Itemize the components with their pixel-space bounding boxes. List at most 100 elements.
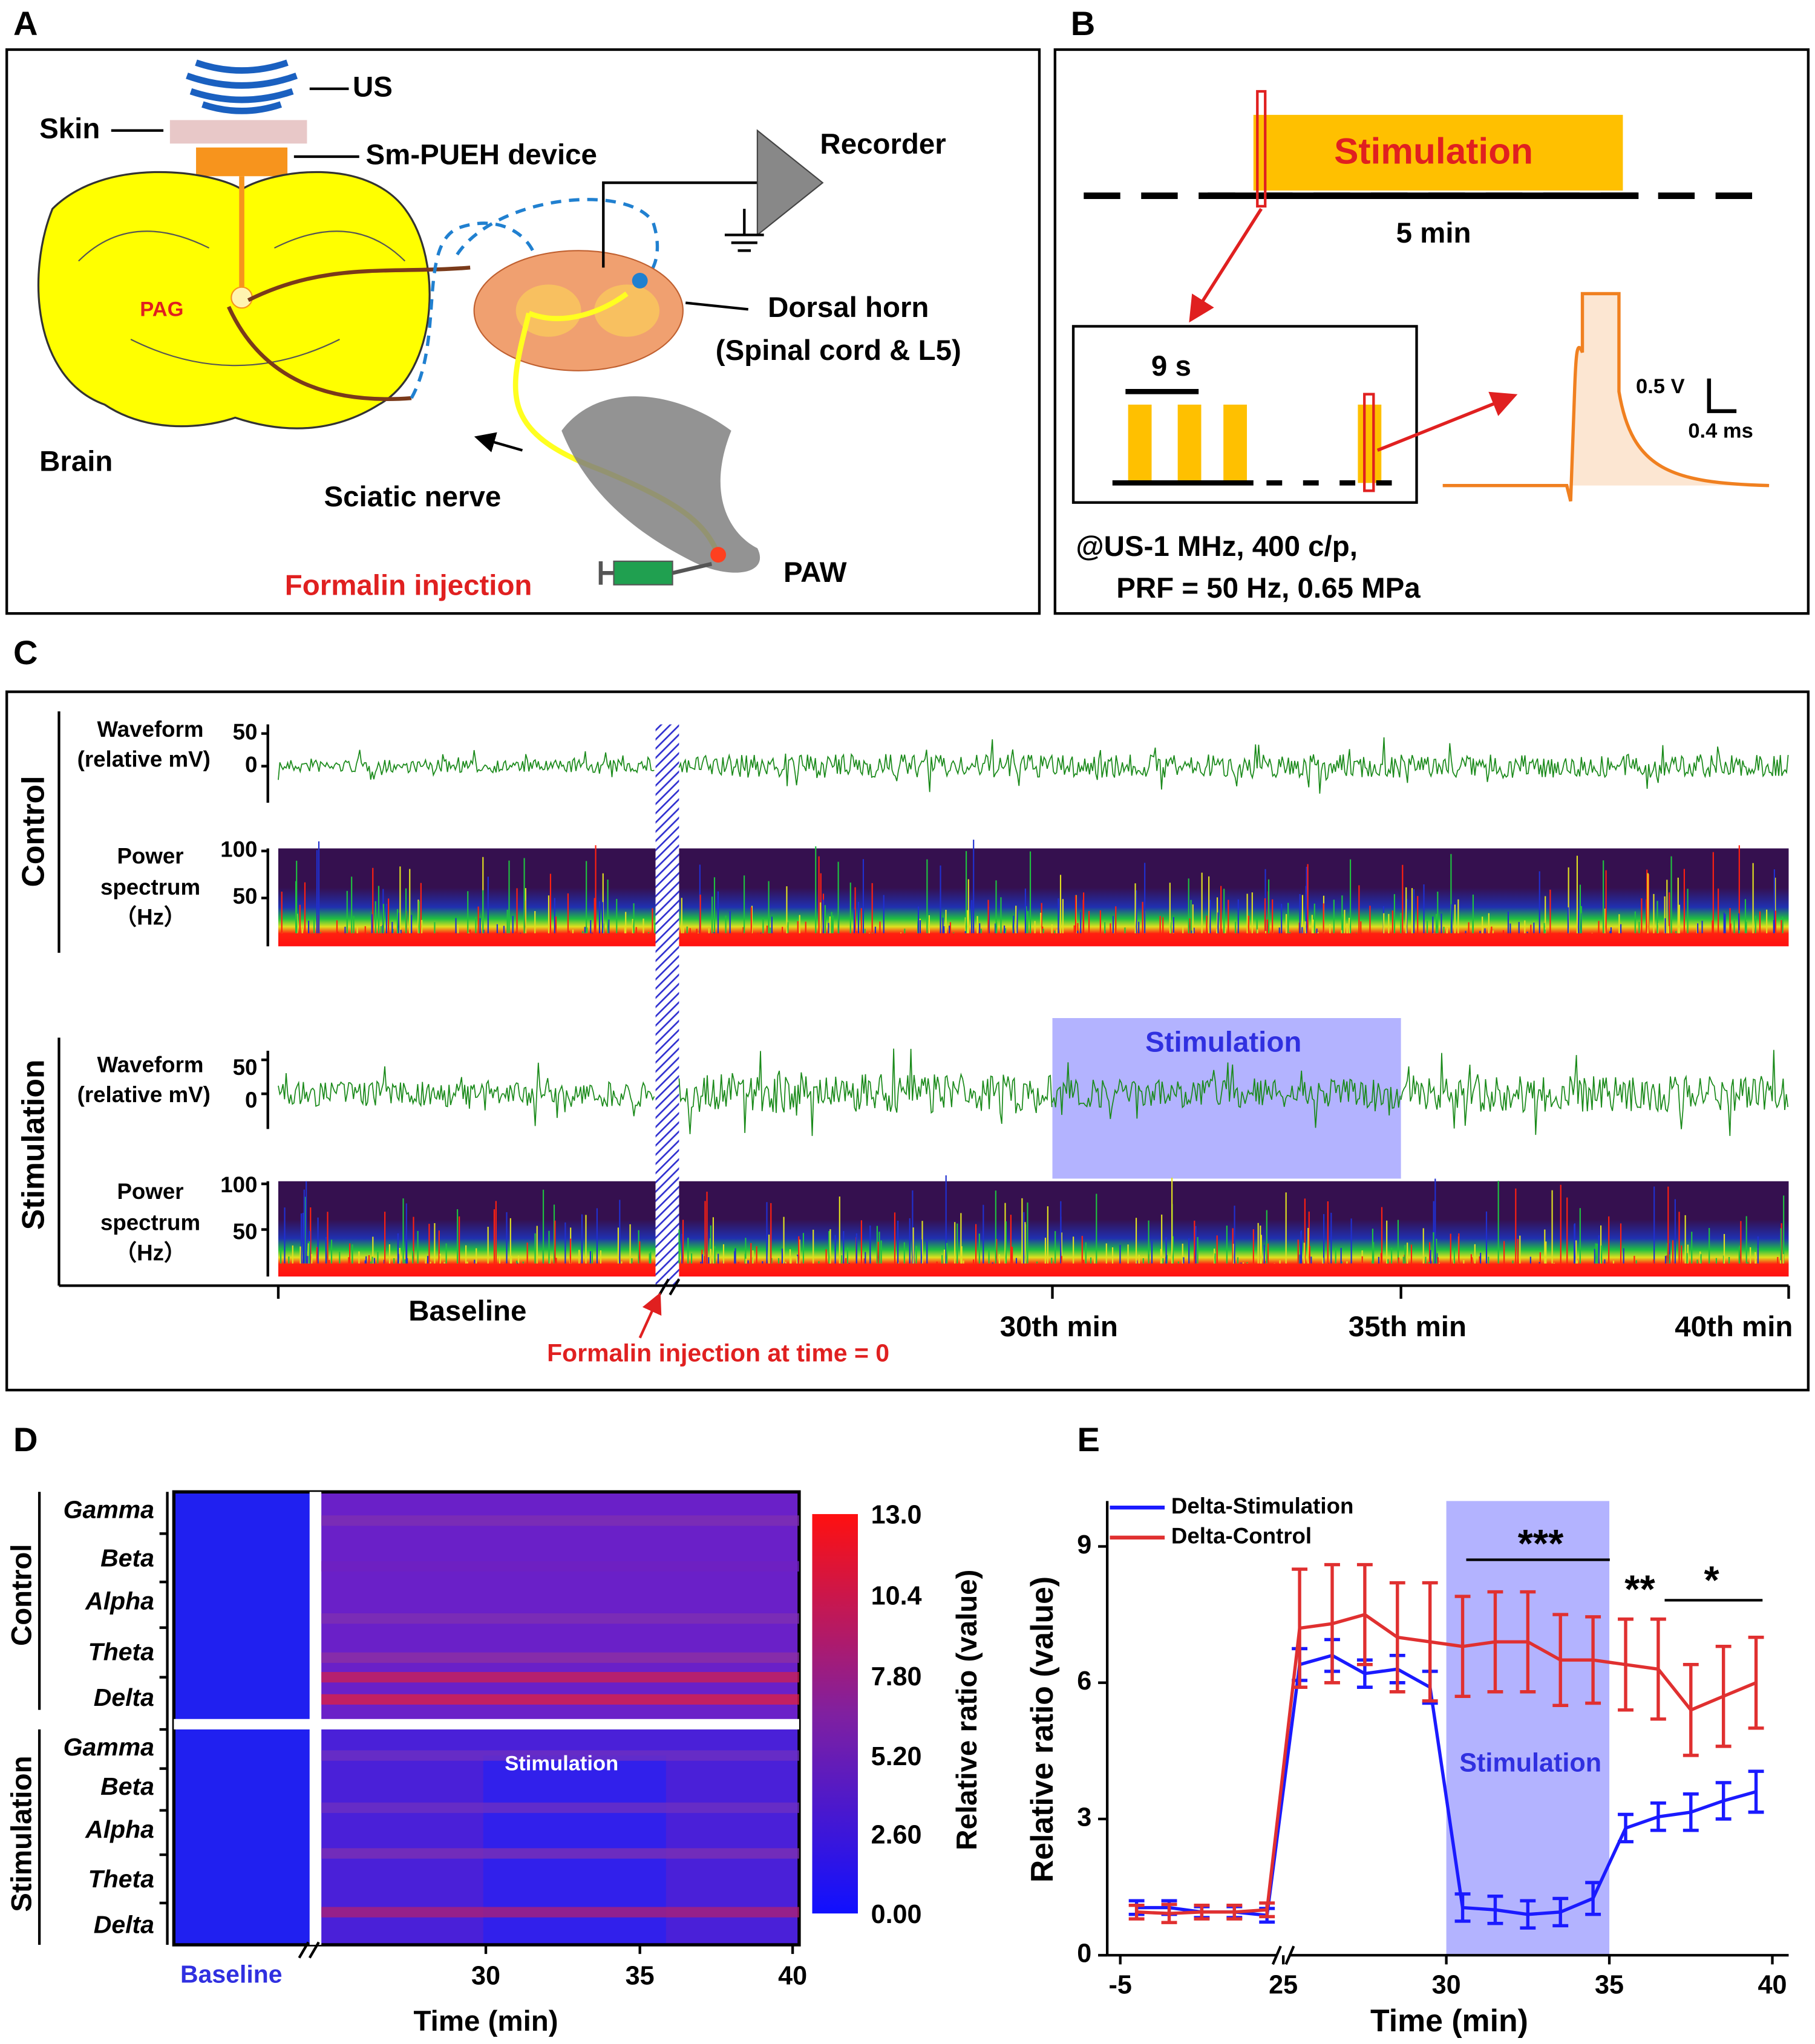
label: PAG [140, 298, 183, 321]
colorbar-tick: 10.4 [871, 1581, 922, 1610]
band-label: Gamma [64, 1495, 154, 1523]
heatmap-stripe [321, 1672, 799, 1683]
band-label: Beta [100, 1772, 154, 1800]
x-tick-label: 35 [626, 1961, 655, 1990]
series-line [1136, 1613, 1757, 1915]
label: PRF = 50 Hz, 0.65 MPa [1116, 572, 1421, 604]
panel-frame [5, 48, 1041, 615]
label: Dorsal horn [768, 292, 929, 324]
label: Baseline [408, 1295, 526, 1327]
label: Relative ratio (value) [951, 1570, 983, 1850]
label: (relative mV) [77, 747, 211, 772]
y-tick-label: 6 [1077, 1667, 1091, 1696]
colorbar-tick: 2.60 [871, 1820, 922, 1849]
label: Waveform [97, 1053, 204, 1077]
error-bar [1487, 1590, 1503, 1694]
error-bar [1650, 1617, 1666, 1721]
band-label: Theta [88, 1865, 154, 1893]
label: PAW [783, 557, 847, 589]
error-bar [1683, 1663, 1699, 1757]
group-label: Control [15, 775, 50, 887]
y-tick-label: 3 [1077, 1803, 1091, 1832]
heatmap-stripe [321, 1750, 799, 1761]
waveform [678, 737, 1789, 794]
error-bar [1552, 1613, 1569, 1707]
x-tick-label: 40 [1758, 1970, 1787, 1999]
band-label: Beta [100, 1544, 154, 1572]
label: 40th min [1675, 1311, 1793, 1343]
group-label: Control [6, 1544, 38, 1646]
heatmap-stripe [321, 1848, 799, 1859]
annotation: ** [1624, 1567, 1655, 1611]
annotation: * [1704, 1558, 1720, 1602]
error-bar [1585, 1615, 1601, 1705]
label: (Spinal cord & L5) [716, 335, 961, 367]
error-bar [1618, 1812, 1634, 1844]
error-bar [1585, 1881, 1601, 1916]
waveform [278, 749, 655, 780]
annotation: *** [1518, 1521, 1564, 1566]
label: 50 [233, 884, 258, 909]
error-bar [1422, 1581, 1438, 1703]
label: B [1071, 4, 1096, 42]
label: (relative mV) [77, 1082, 211, 1107]
error-bar [1487, 1894, 1503, 1925]
label: Formalin injection [285, 570, 532, 602]
error-bar [1748, 1769, 1764, 1814]
group-label: Stimulation [15, 1059, 50, 1230]
label: Stimulation [505, 1752, 618, 1775]
label: 0 [245, 1088, 257, 1112]
error-bar [1259, 1901, 1275, 1919]
label: Sciatic nerve [324, 481, 501, 513]
label: spectrum [100, 875, 200, 900]
label: 9 s [1151, 350, 1191, 382]
legend-label: Delta-Stimulation [1171, 1494, 1354, 1518]
error-bar [1324, 1562, 1340, 1685]
label: Stimulation [1334, 131, 1533, 172]
label: 0.4 ms [1688, 419, 1753, 442]
chart-e: Stimulation 0 3 6 9 -5 25 30 35 40 Time (min) Relat… [1024, 1494, 1789, 2038]
label: Recorder [820, 128, 946, 160]
label: 50 [233, 1055, 258, 1080]
colorbar-tick: 5.20 [871, 1742, 922, 1771]
label: 30th min [1000, 1311, 1118, 1343]
panel-frame [5, 690, 1810, 1392]
label: （Hz） [114, 905, 186, 930]
diagram-b [1071, 90, 1770, 504]
error-bar [1650, 1801, 1666, 1832]
label: 100 [220, 1172, 257, 1197]
heatmap-stripe [321, 1694, 799, 1705]
label: Baseline [180, 1961, 283, 1988]
stimulation-shade [1446, 1501, 1610, 1956]
x-tick-label: 25 [1269, 1970, 1298, 1999]
error-bar [1618, 1617, 1634, 1712]
shade-label: Stimulation [1459, 1749, 1601, 1778]
band-label: Gamma [64, 1733, 154, 1761]
label: （Hz） [114, 1240, 186, 1265]
waveform [1400, 1050, 1789, 1136]
colorbar-tick: 13.0 [871, 1501, 922, 1530]
error-bar [1552, 1896, 1569, 1928]
group-label: Stimulation [6, 1755, 38, 1912]
panel-frame [1053, 48, 1810, 615]
waveform [1051, 1062, 1401, 1128]
label: 100 [220, 837, 257, 862]
legend-label: Delta-Control [1171, 1523, 1312, 1548]
label: Power [117, 843, 183, 868]
colorbar-tick: 7.80 [871, 1662, 922, 1691]
x-tick-label: 30 [1432, 1970, 1461, 1999]
diagram-c [57, 711, 1790, 1339]
band-label: Alpha [85, 1815, 154, 1843]
heatmap-stripe [321, 1515, 799, 1526]
heatmap-stripe [321, 1802, 799, 1814]
label: Sm-PUEH device [366, 139, 597, 171]
label: D [13, 1420, 38, 1458]
error-bar [1454, 1892, 1471, 1923]
label: @US-1 MHz, 400 c/p, [1076, 531, 1358, 563]
x-axis-label: Time (min) [1370, 2003, 1528, 2038]
label: Waveform [97, 717, 204, 742]
label: Skin [39, 113, 100, 145]
error-bar [1389, 1581, 1405, 1694]
error-bar [1161, 1902, 1177, 1924]
